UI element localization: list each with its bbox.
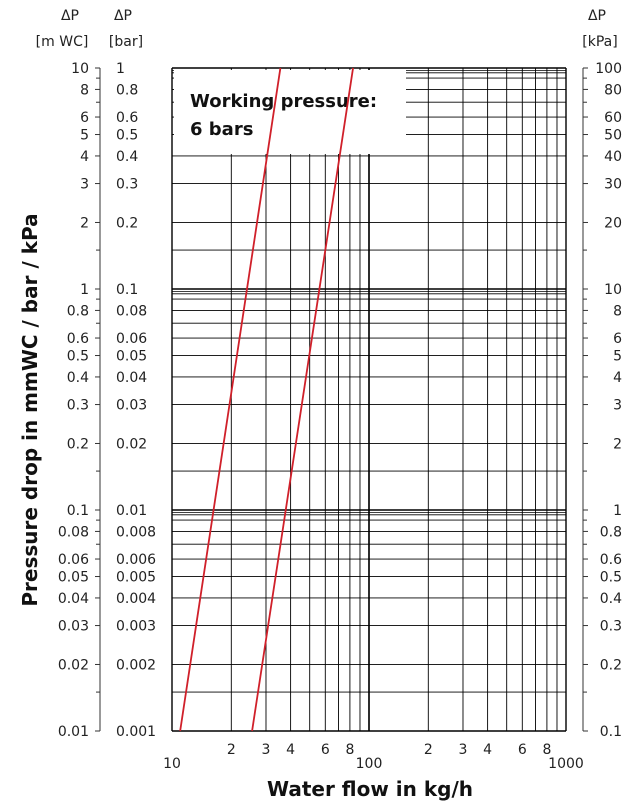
mwc-tick-label: 0.03	[58, 619, 89, 635]
x-tick-label: 2	[424, 742, 433, 758]
x-tick-label: 8	[542, 742, 551, 758]
bar-tick-label: 0.6	[116, 110, 138, 126]
kpa-tick-label: 0.2	[600, 657, 622, 673]
x-tick-label: 4	[286, 742, 295, 758]
bar-tick-label: 0.004	[116, 591, 156, 607]
bar-tick-label: 0.003	[116, 619, 156, 635]
bar-tick-label: 0.001	[116, 724, 156, 740]
kpa-tick-label: 40	[604, 149, 622, 165]
kpa-tick-label: 60	[604, 110, 622, 126]
mwc-axis-header-unit: [m WC]	[36, 34, 89, 50]
mwc-tick-label: 0.08	[58, 524, 89, 540]
kpa-tick-label: 1	[613, 503, 622, 519]
kpa-tick-label: 20	[604, 215, 622, 231]
bar-axis-header-unit: [bar]	[109, 34, 143, 50]
mwc-tick-label: 4	[80, 149, 89, 165]
x-tick-label: 4	[483, 742, 492, 758]
x-tick-label: 100	[356, 756, 383, 772]
series-line-2	[251, 67, 354, 732]
bar-tick-label: 0.1	[116, 282, 138, 298]
mwc-tick-label: 0.04	[58, 591, 89, 607]
x-tick-label: 8	[345, 742, 354, 758]
series-lines	[179, 67, 354, 732]
bar-tick-label: 0.06	[116, 331, 147, 347]
bar-tick-label: 0.03	[116, 398, 147, 414]
mwc-tick-label: 2	[80, 215, 89, 231]
kpa-tick-label: 100	[595, 61, 622, 77]
kpa-tick-label: 0.1	[600, 724, 622, 740]
x-tick-label: 10	[163, 756, 181, 772]
kpa-tick-label: 0.8	[600, 524, 622, 540]
mwc-tick-label: 0.6	[67, 331, 89, 347]
bar-tick-label: 0.3	[116, 177, 138, 193]
x-tick-label: 3	[262, 742, 271, 758]
bar-tick-label: 0.02	[116, 436, 147, 452]
kpa-tick-label: 5	[613, 349, 622, 365]
mwc-tick-label: 3	[80, 177, 89, 193]
mwc-tick-label: 0.5	[67, 349, 89, 365]
kpa-tick-label: 2	[613, 436, 622, 452]
mwc-tick-label: 0.02	[58, 657, 89, 673]
bar-tick-label: 0.002	[116, 657, 156, 673]
annotation-box	[174, 70, 406, 154]
bar-axis-header-symbol: ΔP	[114, 8, 132, 24]
mwc-tick-label: 5	[80, 128, 89, 144]
annotation-line-2: 6 bars	[190, 119, 253, 140]
kpa-tick-label: 0.4	[600, 591, 622, 607]
bar-tick-label: 0.2	[116, 215, 138, 231]
kpa-tick-label: 0.6	[600, 552, 622, 568]
series-line-1	[179, 67, 282, 732]
kpa-tick-label: 50	[604, 128, 622, 144]
kpa-tick-label: 0.5	[600, 570, 622, 586]
mwc-tick-label: 8	[80, 82, 89, 98]
kpa-tick-label: 6	[613, 331, 622, 347]
bar-tick-label: 0.008	[116, 524, 156, 540]
mwc-tick-label: 0.06	[58, 552, 89, 568]
kpa-tick-label: 30	[604, 177, 622, 193]
bar-tick-label: 0.4	[116, 149, 138, 165]
bar-tick-label: 0.01	[116, 503, 147, 519]
mwc-tick-label: 6	[80, 110, 89, 126]
mwc-tick-label: 0.01	[58, 724, 89, 740]
axes: 1086543210.80.60.50.40.30.20.10.080.060.…	[58, 61, 622, 772]
x-tick-label: 1000	[548, 756, 584, 772]
kpa-tick-label: 3	[613, 398, 622, 414]
bar-tick-label: 0.08	[116, 303, 147, 319]
x-tick-label: 6	[321, 742, 330, 758]
mwc-tick-label: 0.8	[67, 303, 89, 319]
x-axis-title: Water flow in kg/h	[267, 777, 473, 801]
mwc-tick-label: 0.2	[67, 436, 89, 452]
x-tick-label: 3	[459, 742, 468, 758]
kpa-axis-header-unit: [kPa]	[582, 34, 617, 50]
bar-tick-label: 0.04	[116, 370, 147, 386]
annotation-line-1: Working pressure:	[190, 91, 377, 112]
bar-tick-label: 1	[116, 61, 125, 77]
bar-tick-label: 0.005	[116, 570, 156, 586]
mwc-tick-label: 0.4	[67, 370, 89, 386]
x-tick-label: 6	[518, 742, 527, 758]
bar-tick-label: 0.5	[116, 128, 138, 144]
bar-tick-label: 0.05	[116, 349, 147, 365]
mwc-tick-label: 0.3	[67, 398, 89, 414]
grid	[171, 67, 567, 732]
x-tick-label: 2	[227, 742, 236, 758]
kpa-tick-label: 80	[604, 82, 622, 98]
mwc-tick-label: 1	[80, 282, 89, 298]
mwc-tick-label: 0.1	[67, 503, 89, 519]
kpa-tick-label: 4	[613, 370, 622, 386]
mwc-tick-label: 0.05	[58, 570, 89, 586]
kpa-tick-label: 0.3	[600, 619, 622, 635]
mwc-axis-header-symbol: ΔP	[61, 8, 79, 24]
bar-tick-label: 0.8	[116, 82, 138, 98]
y-axis-title: Pressure drop in mmWC / bar / kPa	[18, 213, 42, 606]
bar-tick-label: 0.006	[116, 552, 156, 568]
kpa-axis-header-symbol: ΔP	[588, 8, 606, 24]
kpa-tick-label: 8	[613, 303, 622, 319]
mwc-tick-label: 10	[71, 61, 89, 77]
kpa-tick-label: 10	[604, 282, 622, 298]
